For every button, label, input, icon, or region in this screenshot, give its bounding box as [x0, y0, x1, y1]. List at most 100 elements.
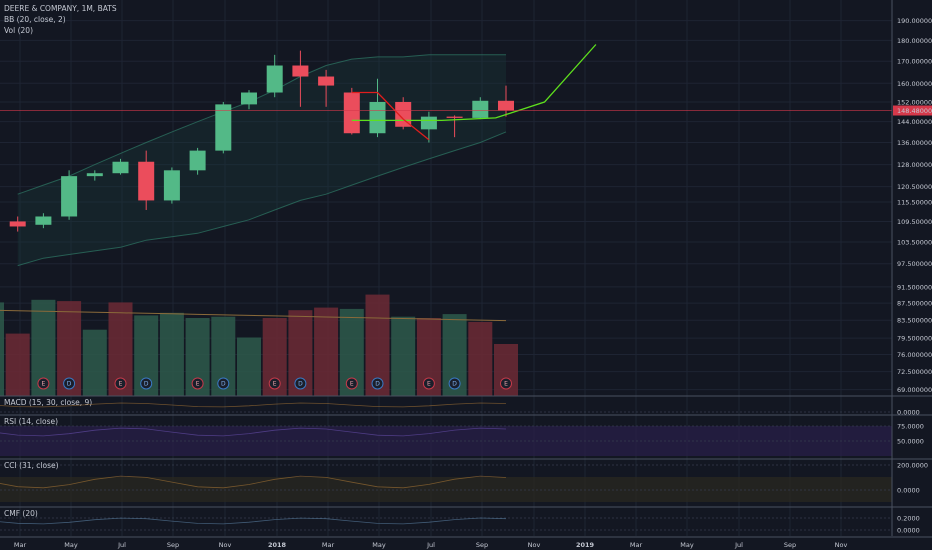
- time-tick-label: 2019: [576, 541, 595, 549]
- marker-label: D: [298, 381, 303, 388]
- candles[interactable]: [0, 50, 514, 241]
- candle-body[interactable]: [292, 65, 309, 77]
- indicator-label: CCI (31, close): [4, 461, 59, 470]
- price-tick-label: 79.5000000: [897, 335, 932, 343]
- candle-body[interactable]: [420, 116, 437, 130]
- candle-body[interactable]: [9, 221, 26, 227]
- dividend-marker[interactable]: [371, 377, 384, 390]
- candle-body[interactable]: [138, 161, 155, 201]
- time-tick-label: Sep: [784, 541, 796, 549]
- candle-body[interactable]: [61, 176, 78, 217]
- price-tick-label: 97.5000000: [897, 260, 932, 268]
- pane-tick-label: 0.0000: [897, 487, 920, 495]
- pane-tick-label: 0.0000: [897, 409, 920, 417]
- time-tick-label: Mar: [322, 541, 335, 549]
- pattern-line: [351, 91, 430, 141]
- earnings-marker[interactable]: [114, 377, 127, 390]
- price-tick-label: 103.5000000: [897, 238, 932, 246]
- price-tick-label: 152.0000000: [897, 98, 932, 106]
- candle-body[interactable]: [343, 92, 360, 134]
- price-tick-label: 87.5000000: [897, 300, 932, 308]
- price-tick-label: 160.0000000: [897, 80, 932, 88]
- marker-label: D: [452, 381, 457, 388]
- price-tick-label: 72.5000000: [897, 368, 932, 376]
- pane-tick-label: 0.2000: [897, 515, 920, 523]
- time-tick-label: Sep: [476, 541, 488, 549]
- volume-bar: [391, 316, 416, 396]
- pane-tick-label: 75.0000: [897, 423, 924, 431]
- earnings-marker[interactable]: [422, 377, 435, 390]
- price-tick-label: 170.0000000: [897, 58, 932, 66]
- drawings: [0, 44, 892, 141]
- volume-bar: [237, 337, 261, 396]
- candle-body[interactable]: [86, 173, 103, 177]
- event-markers[interactable]: DEDEDEDEDEDEDE: [0, 377, 512, 390]
- current-price-label: 148.4800000: [897, 107, 932, 115]
- marker-label: E: [273, 381, 277, 388]
- price-tick-label: 180.0000000: [897, 37, 932, 45]
- candle-body[interactable]: [112, 161, 129, 174]
- marker-label: D: [375, 381, 380, 388]
- earnings-marker[interactable]: [37, 377, 50, 390]
- volume-bar: [82, 329, 107, 396]
- dividend-marker[interactable]: [294, 377, 307, 390]
- volume-bar: [468, 321, 493, 396]
- pane-tick-label: 200.0000: [897, 462, 928, 470]
- price-tick-label: 136.0000000: [897, 139, 932, 147]
- candle-body[interactable]: [472, 100, 489, 118]
- marker-label: D: [221, 381, 226, 388]
- dividend-marker[interactable]: [63, 377, 76, 390]
- price-tick-label: 83.5000000: [897, 317, 932, 325]
- dividend-marker[interactable]: [140, 377, 153, 390]
- candle-body[interactable]: [241, 92, 257, 105]
- indicator-line: [0, 427, 507, 437]
- bb-label: BB (20, close, 2): [4, 15, 66, 24]
- indicator-panes: MACD (15, 30, close, 9) RSI (14, close) CC…: [0, 395, 932, 531]
- dividend-marker[interactable]: [217, 377, 230, 390]
- price-tick-label: 144.0000000: [897, 118, 932, 126]
- volume-bar: [314, 307, 339, 396]
- candle-body[interactable]: [215, 104, 232, 151]
- marker-label: E: [504, 381, 508, 388]
- candle-body[interactable]: [498, 100, 514, 111]
- indicator-label: MACD (15, 30, close, 9): [4, 398, 92, 407]
- earnings-marker[interactable]: [345, 377, 358, 390]
- time-axis[interactable]: Mar May Jul Sep Nov 2018 Mar May Jul Sep Nov 2019 Ma…: [0, 536, 932, 549]
- time-tick-label: May: [372, 541, 386, 549]
- pane-tick-label: 50.0000: [897, 438, 924, 446]
- candle-body[interactable]: [266, 65, 283, 93]
- candle-body[interactable]: [369, 101, 386, 134]
- candle-body[interactable]: [35, 216, 52, 225]
- candle-body[interactable]: [163, 170, 180, 201]
- price-tick-label: 109.5000000: [897, 218, 932, 226]
- time-tick-label: Sep: [167, 541, 179, 549]
- volume-bar: [5, 333, 30, 396]
- marker-label: E: [350, 381, 354, 388]
- time-tick-label: Jul: [117, 541, 126, 549]
- dividend-marker[interactable]: [448, 377, 461, 390]
- time-tick-label: Nov: [835, 541, 848, 549]
- candle-body[interactable]: [189, 150, 206, 171]
- indicator-label: CMF (20): [4, 509, 38, 518]
- time-tick-label: Nov: [528, 541, 541, 549]
- marker-label: E: [427, 381, 431, 388]
- price-axis[interactable]: 0.0000 75.0000 50.0000 200.0000 0.0000 0.2000…: [891, 0, 932, 536]
- candle-body[interactable]: [446, 116, 463, 118]
- projection-line: [351, 44, 597, 122]
- time-tick-label: 2018: [268, 541, 287, 549]
- indicator-line: [0, 402, 507, 408]
- candle-body[interactable]: [318, 76, 335, 86]
- symbol-title: DEERE & COMPANY, 1M, BATS: [4, 4, 117, 13]
- time-tick-label: Mar: [14, 541, 27, 549]
- earnings-marker[interactable]: [191, 377, 204, 390]
- marker-label: D: [67, 381, 72, 388]
- time-tick-label: May: [64, 541, 78, 549]
- earnings-marker[interactable]: [268, 377, 281, 390]
- marker-label: D: [144, 381, 149, 388]
- earnings-marker[interactable]: [500, 377, 512, 390]
- chart-header: DEERE & COMPANY, 1M, BATS BB (20, close,…: [4, 4, 117, 35]
- price-tick-label: 69.0000000: [897, 386, 932, 394]
- marker-label: E: [196, 381, 200, 388]
- price-tick-label: 91.5000000: [897, 283, 932, 291]
